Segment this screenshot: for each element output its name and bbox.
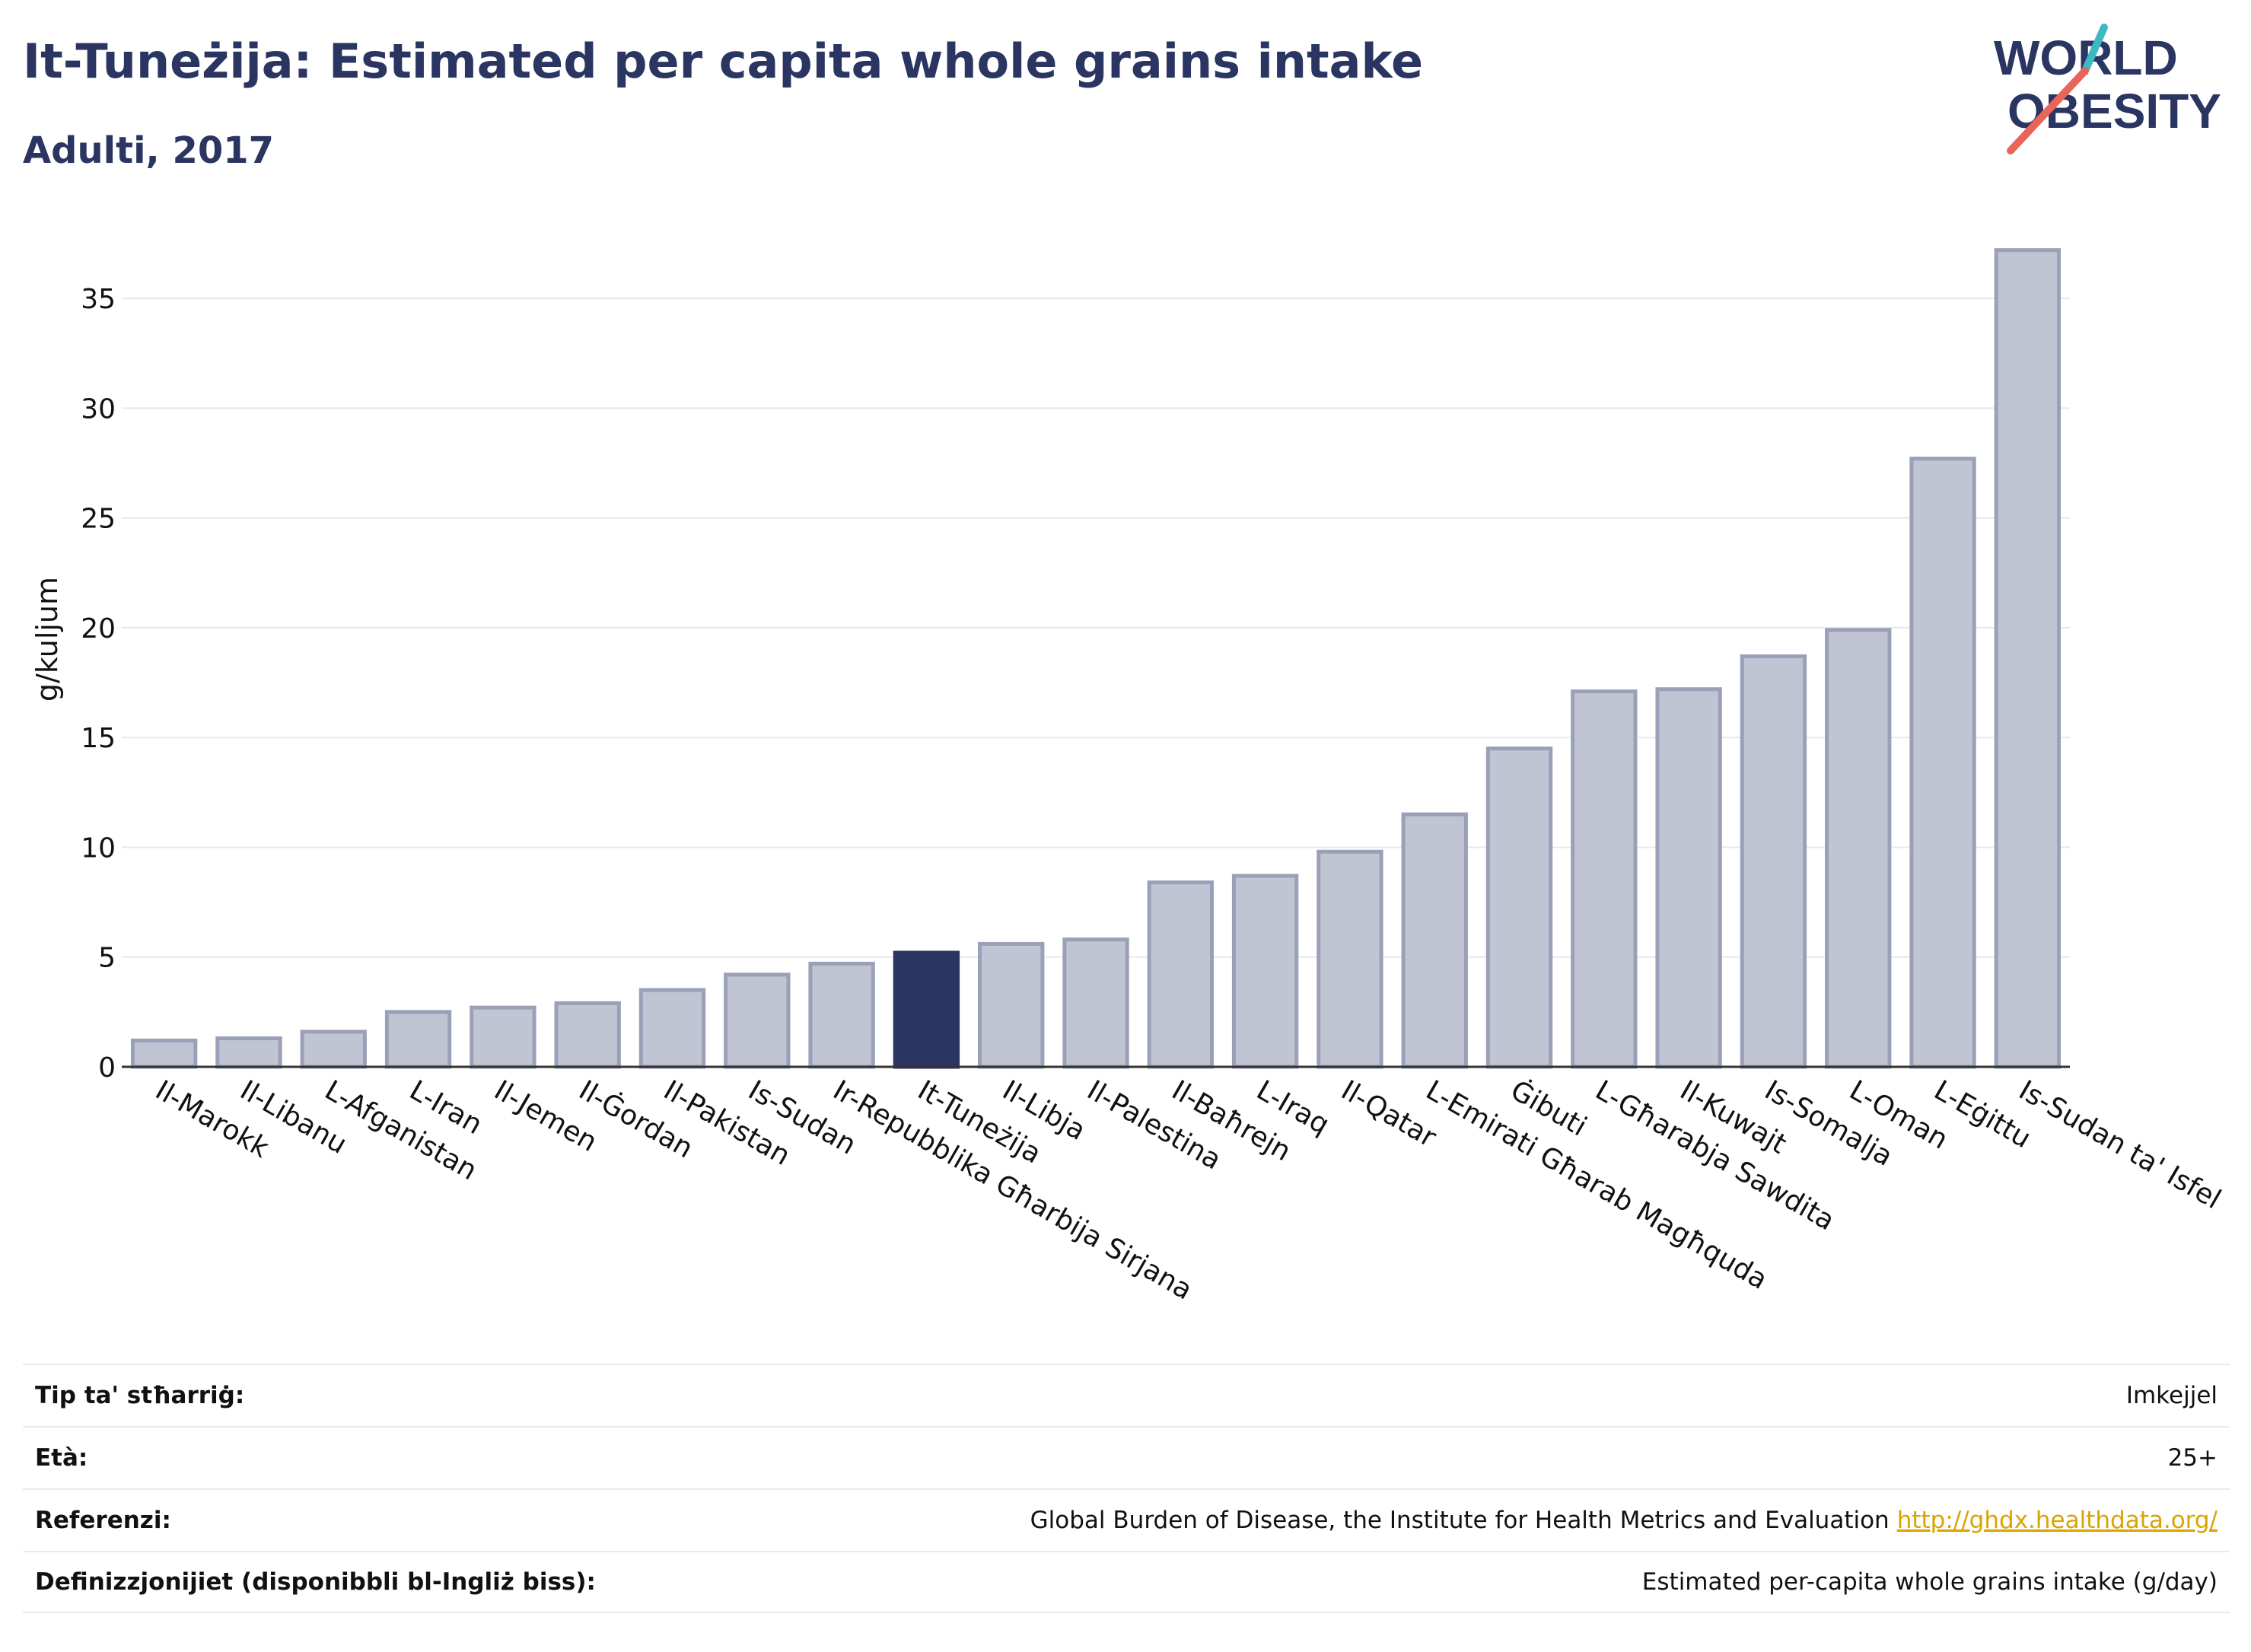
y-tick-label: 5 [98, 943, 116, 974]
bar[interactable] [470, 1005, 536, 1069]
y-tick-labels: 0 5 10 15 20 25 30 35 [81, 284, 116, 1084]
y-tick-label: 0 [98, 1052, 116, 1084]
y-tick-label: 20 [81, 613, 116, 645]
bar[interactable] [215, 1036, 282, 1069]
info-value: 25+ [2167, 1444, 2218, 1472]
bar-chart: 0 5 10 15 20 25 30 35 g/kuljum Il-MarokkIl-Liba… [30, 248, 2226, 1307]
bar[interactable] [1147, 880, 1214, 1069]
logo-line1: WORLD [1994, 30, 2178, 85]
info-label: Definizzjonijiet (disponibbli bl-Ingliż … [35, 1568, 596, 1596]
info-value: Global Burden of Disease, the Institute … [1030, 1507, 1890, 1534]
info-label: Tip ta' stħarriġ: [35, 1382, 245, 1409]
world-obesity-logo[interactable]: WORLD OBESITY [1994, 21, 2237, 158]
info-table: Tip ta' stħarriġ: Imkejjel Età: 25+ Refe… [23, 1364, 2230, 1613]
bar[interactable] [1994, 248, 2062, 1069]
info-label: Età: [35, 1444, 88, 1472]
y-tick-label: 30 [81, 393, 116, 425]
info-value: Imkejjel [2125, 1382, 2218, 1409]
reference-link[interactable]: http://ghdx.healthdata.org/ [1896, 1507, 2218, 1534]
info-value-group: Global Burden of Disease, the Institute … [1030, 1507, 2218, 1534]
bar[interactable] [384, 1010, 452, 1069]
bar[interactable] [1231, 874, 1299, 1069]
info-value: Estimated per-capita whole grains intake… [1641, 1568, 2218, 1596]
bar[interactable] [808, 961, 875, 1069]
x-tick-label: Il-Qatar [1336, 1074, 1441, 1154]
bar[interactable] [1571, 689, 1638, 1069]
info-row-survey-type: Tip ta' stħarriġ: Imkejjel [23, 1364, 2230, 1426]
y-tick-label: 25 [81, 504, 116, 535]
info-label: Referenzi: [35, 1507, 171, 1534]
chart-title: It-Tuneżija: Estimated per capita whole … [23, 33, 1424, 89]
bar[interactable] [638, 988, 706, 1069]
y-tick-label: 15 [81, 723, 116, 754]
info-row-age: Età: 25+ [23, 1426, 2230, 1488]
bar[interactable] [1317, 849, 1383, 1069]
bar[interactable] [130, 1038, 198, 1069]
bar[interactable] [1401, 812, 1468, 1069]
bar[interactable] [724, 972, 791, 1069]
bar[interactable] [1485, 746, 1553, 1069]
bars [130, 248, 2062, 1069]
y-tick-label: 35 [81, 284, 116, 315]
y-axis-label: g/kuljum [30, 577, 64, 702]
y-tick-label: 10 [81, 832, 116, 864]
logo-slash-coral [2007, 67, 2089, 154]
bar[interactable] [1062, 937, 1129, 1069]
bar[interactable] [978, 941, 1045, 1069]
x-tick-label: Is-Sudan ta' Isfel [2014, 1074, 2226, 1215]
bar[interactable] [300, 1030, 367, 1069]
info-row-definitions: Definizzjonijiet (disponibbli bl-Ingliż … [23, 1551, 2230, 1613]
bar[interactable] [554, 1001, 621, 1069]
chart-subtitle: Adulti, 2017 [23, 129, 275, 172]
bar[interactable] [1655, 687, 1722, 1069]
logo-slash-teal [2081, 24, 2108, 75]
info-row-references: Referenzi: Global Burden of Disease, the… [23, 1488, 2230, 1551]
bar[interactable] [1909, 457, 1976, 1069]
bar-highlight[interactable] [893, 950, 960, 1069]
bar[interactable] [1740, 654, 1807, 1069]
bar[interactable] [1825, 628, 1892, 1069]
